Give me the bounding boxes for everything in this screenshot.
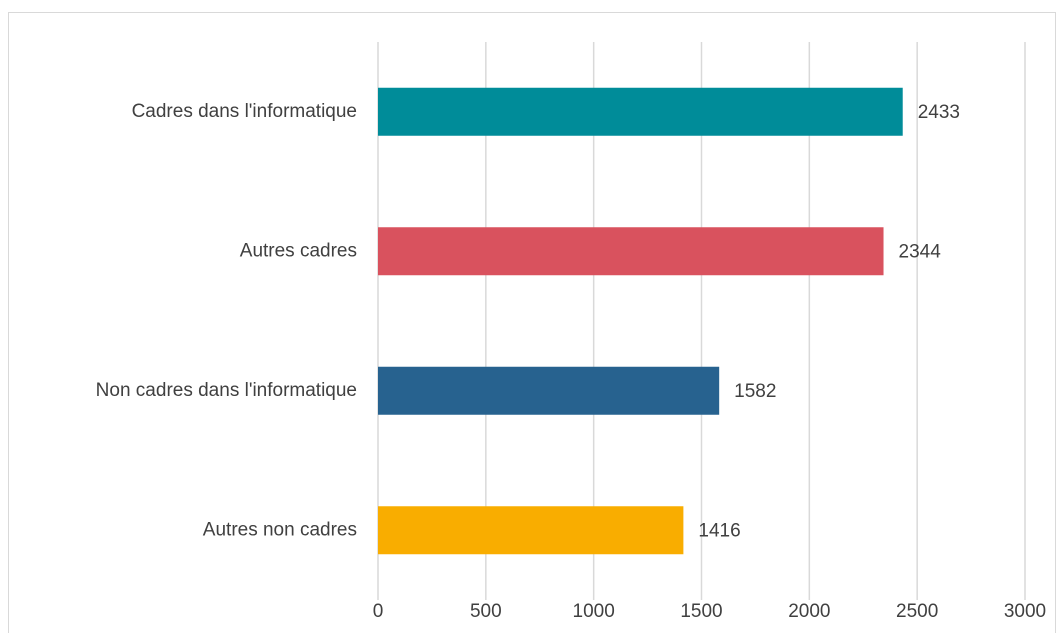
x-tick-label: 0 [373, 601, 384, 622]
chart-frame [8, 12, 1056, 633]
value-label: 1416 [698, 520, 740, 541]
y-tick-label: Autres cadres [240, 240, 357, 261]
value-label: 2344 [899, 241, 942, 262]
bar [378, 366, 720, 415]
x-tick-label: 500 [470, 601, 502, 622]
y-tick-label: Autres non cadres [203, 519, 357, 540]
y-tick-label: Cadres dans l'informatique [132, 101, 357, 122]
x-tick-label: 1500 [680, 601, 722, 622]
bar [378, 227, 884, 276]
bar [378, 506, 684, 555]
x-tick-label: 2000 [788, 601, 830, 622]
y-tick-label: Non cadres dans l'informatique [96, 380, 357, 401]
bar [378, 87, 903, 136]
x-tick-label: 1000 [573, 601, 615, 622]
x-tick-label: 3000 [1004, 601, 1046, 622]
x-tick-label: 2500 [896, 601, 938, 622]
value-label: 1582 [734, 381, 776, 402]
value-label: 2433 [918, 102, 960, 123]
